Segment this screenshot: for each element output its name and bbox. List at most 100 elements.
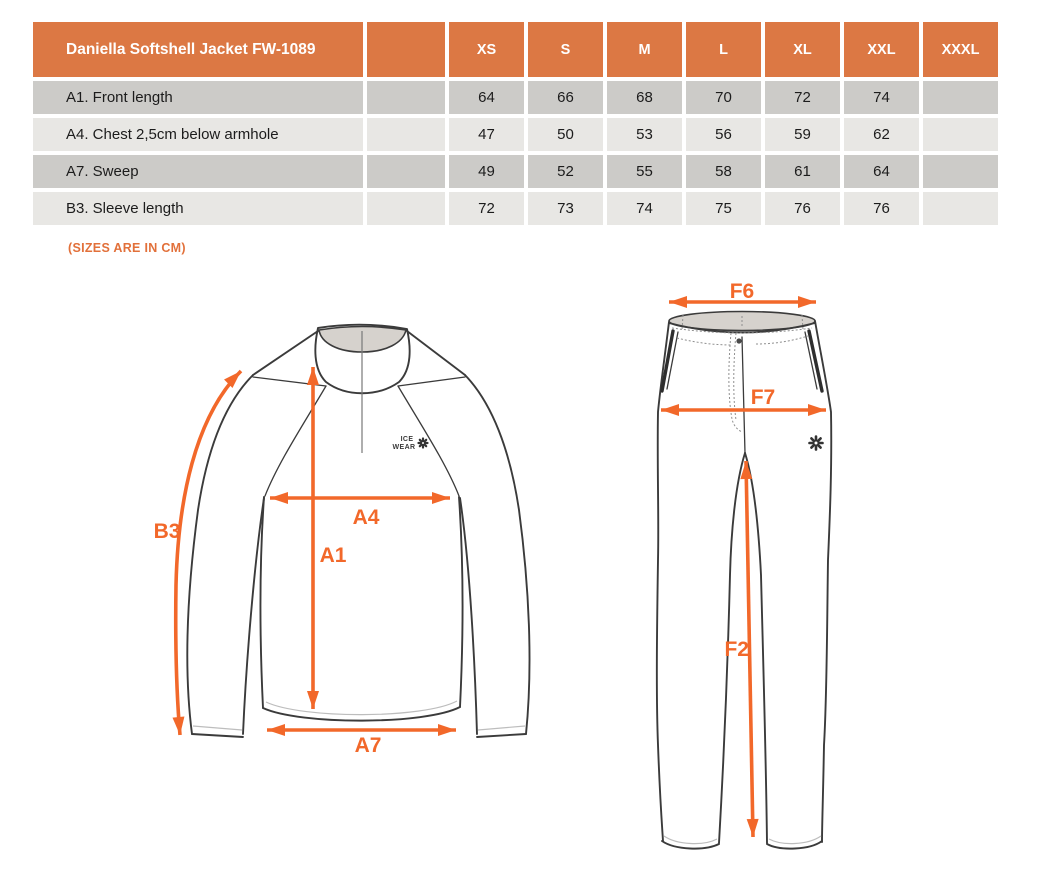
size-value-cell-l: 70 — [686, 81, 761, 114]
a1-label: A1 — [320, 544, 347, 567]
jacket-hem-stitch — [265, 700, 458, 716]
size-value-cell-l: 75 — [686, 192, 761, 225]
spacer-cell — [367, 118, 445, 151]
pants-right-hem — [766, 840, 823, 850]
pants-measurements: F6 F7 F2 — [661, 280, 826, 838]
measurement-label: A4. Chest 2,5cm below armhole — [33, 118, 363, 151]
size-value-cell-xxl: 76 — [844, 192, 919, 225]
jacket-hem — [262, 706, 461, 722]
icewear-logo-line2: WEAR — [393, 444, 416, 451]
size-column-header-l: L — [686, 22, 761, 77]
icewear-snowflake-icon — [417, 437, 429, 449]
pants-right-pocket — [807, 329, 824, 393]
size-value-cell-xl: 61 — [765, 155, 840, 188]
spacer-cell — [367, 155, 445, 188]
pants-diagram: F6 F7 F2 — [655, 280, 833, 850]
spacer-cell — [367, 192, 445, 225]
size-value-cell-xl: 59 — [765, 118, 840, 151]
size-table-body: A1. Front length 64 66 68 70 72 74 A4. Chest 2,… — [33, 81, 998, 225]
size-table-header-row: Daniella Softshell Jacket FW-1089 XS S M L X… — [33, 22, 998, 77]
jacket-left-raglan-seam — [264, 385, 327, 497]
size-value-cell-xs: 47 — [449, 118, 524, 151]
size-value-cell-xs: 49 — [449, 155, 524, 188]
pants-right-pocket-stitch — [755, 335, 809, 345]
size-value-cell-m: 53 — [607, 118, 682, 151]
jacket-right-cuff — [476, 733, 527, 738]
pants-left-pocket — [660, 329, 675, 393]
pants-outline — [655, 310, 833, 850]
pants-right-pocket-edge — [804, 331, 818, 390]
pants-left-pocket-stitch — [676, 337, 733, 346]
pants-button — [736, 338, 742, 344]
measurement-label: B3. Sleeve length — [33, 192, 363, 225]
pants-left-hem-stitch — [663, 835, 718, 845]
size-column-header-xxl: XXL — [844, 22, 919, 77]
pants-right-hem-stitch — [768, 835, 822, 845]
jacket-right-raglan-seam — [397, 385, 460, 497]
size-value-cell-xl: 76 — [765, 192, 840, 225]
measurement-row: A7. Sweep 49 52 55 58 61 64 — [33, 155, 998, 188]
pants-beltloop-right — [801, 314, 804, 331]
jacket-measurements: B3 A4 A1 A7 — [154, 367, 456, 757]
measurement-row: B3. Sleeve length 72 73 74 75 76 76 — [33, 192, 998, 225]
pants-right-outer — [814, 320, 833, 843]
size-value-cell-xxl: 62 — [844, 118, 919, 151]
pants-snowflake-icon — [808, 435, 824, 451]
size-value-cell-s: 50 — [528, 118, 603, 151]
a7-label: A7 — [355, 734, 382, 757]
jacket-body-left — [259, 496, 265, 709]
product-title: Daniella Softshell Jacket FW-1089 — [33, 22, 363, 77]
f7-label: F7 — [751, 386, 776, 409]
pants-fly-stitch-inner — [733, 332, 737, 421]
pants-left-hem — [661, 840, 720, 850]
size-value-cell-xxl: 74 — [844, 81, 919, 114]
size-value-cell-l: 58 — [686, 155, 761, 188]
spacer-cell — [367, 81, 445, 114]
jacket-left-shoulder-seam — [252, 376, 327, 387]
measurement-row: A1. Front length 64 66 68 70 72 74 — [33, 81, 998, 114]
size-value-cell-m: 74 — [607, 192, 682, 225]
size-column-header-xl: XL — [765, 22, 840, 77]
size-column-header-s: S — [528, 22, 603, 77]
spacer-column-header — [367, 22, 445, 77]
pants-fly-stitch-outer — [728, 332, 743, 433]
size-value-cell-s: 66 — [528, 81, 603, 114]
pants-waistband-bottom — [668, 322, 816, 334]
pants-left-outer — [655, 321, 670, 842]
size-column-header-xs: XS — [449, 22, 524, 77]
size-value-cell-xl: 72 — [765, 81, 840, 114]
icewear-logo: ICE WEAR — [393, 436, 429, 451]
size-column-header-m: M — [607, 22, 682, 77]
pants-beltloop-left — [681, 314, 684, 331]
jacket-right-shoulder — [406, 330, 466, 376]
size-value-cell-xxxl — [923, 192, 998, 225]
size-column-header-xxxl: XXXL — [923, 22, 998, 77]
jacket-left-sleeve-outer — [186, 374, 254, 735]
jacket-right-shoulder-seam — [397, 376, 466, 387]
size-value-cell-xxxl — [923, 118, 998, 151]
size-value-cell-xs: 64 — [449, 81, 524, 114]
b3-label: B3 — [154, 520, 181, 543]
size-value-cell-l: 56 — [686, 118, 761, 151]
f2-arrow — [740, 460, 759, 838]
pants-left-pocket-edge — [666, 331, 679, 390]
jacket-left-cuff — [191, 733, 244, 738]
jacket-outline — [186, 323, 531, 738]
pants-waistband-stitch — [671, 327, 813, 334]
jacket-left-sleeve-inner — [242, 497, 265, 735]
measurement-label: A7. Sweep — [33, 155, 363, 188]
jacket-right-sleeve-inner — [459, 497, 478, 735]
jacket-diagram: ICE WEAR B3 A4 A1 A7 — [154, 323, 531, 757]
size-value-cell-xxxl — [923, 155, 998, 188]
pants-left-inner — [718, 452, 746, 844]
a4-label: A4 — [353, 506, 380, 529]
sizes-unit-note: (SIZES ARE IN CM) — [68, 241, 186, 255]
size-table: Daniella Softshell Jacket FW-1089 XS S M L X… — [29, 18, 1002, 229]
jacket-collar — [314, 323, 411, 395]
size-value-cell-s: 52 — [528, 155, 603, 188]
size-value-cell-s: 73 — [528, 192, 603, 225]
size-value-cell-xxl: 64 — [844, 155, 919, 188]
size-value-cell-m: 55 — [607, 155, 682, 188]
jacket-body-right — [458, 496, 464, 708]
size-value-cell-xxxl — [923, 81, 998, 114]
